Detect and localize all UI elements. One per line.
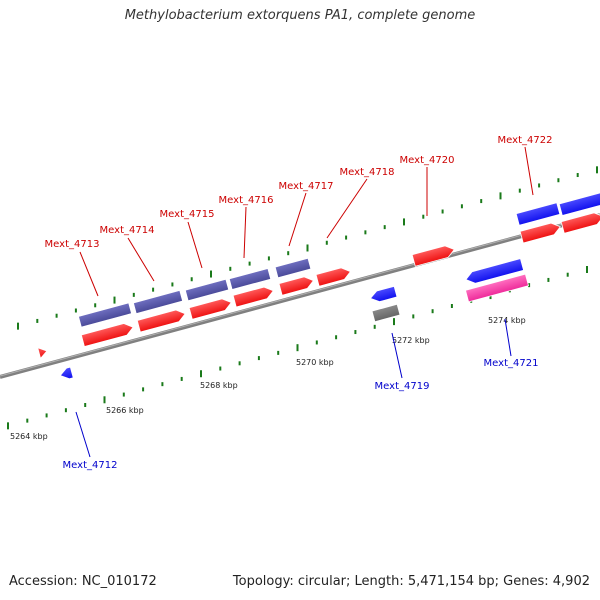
cds-feature-red xyxy=(136,309,186,333)
cds-feature-red-shape xyxy=(560,212,600,234)
gene-label-leader xyxy=(326,178,368,239)
cds-feature-blue xyxy=(515,202,561,226)
cds-feature-blue-shape xyxy=(465,258,525,284)
accession-text: Accession: NC_010172 xyxy=(9,574,157,589)
cds-feature-red xyxy=(519,222,561,244)
cds-feature-red xyxy=(80,323,134,348)
gene-label-mext-4717: Mext_4717 xyxy=(279,181,334,192)
genome-summary-text: Topology: circular; Length: 5,471,154 bp… xyxy=(232,574,590,589)
gene-label-mext-4716: Mext_4716 xyxy=(219,195,274,206)
gene-label-mext-4719: Mext_4719 xyxy=(375,381,430,392)
cds-feature-blue xyxy=(369,285,398,303)
cds-feature-red xyxy=(411,245,455,267)
gene-label-mext-4715: Mext_4715 xyxy=(160,209,215,220)
gene-label-leader xyxy=(79,251,99,297)
scale-label: 5274 kbp xyxy=(488,316,526,325)
cds-feature-red-shape xyxy=(519,222,561,244)
scale-label: 5268 kbp xyxy=(200,381,238,390)
cds-feature-red xyxy=(315,267,352,287)
cds-feature-blue-shape xyxy=(515,202,561,226)
cds-feature-blue xyxy=(558,191,600,217)
cds-feature-red-shape xyxy=(136,309,186,333)
cds-feature-blue-shape xyxy=(369,285,398,303)
cds-feature-red-shape xyxy=(188,298,232,320)
genome-backbone xyxy=(0,213,600,379)
gene-label-leader xyxy=(504,318,512,357)
cds-feature-grey xyxy=(371,303,401,323)
cds-feature-purple xyxy=(274,257,312,279)
cds-feature-red-shape xyxy=(232,286,274,308)
gene-label-leader xyxy=(524,146,534,196)
cds-feature-purple-shape xyxy=(77,302,133,328)
gene-label-mext-4713: Mext_4713 xyxy=(45,239,100,250)
gene-label-leader xyxy=(243,206,247,259)
cds-feature-purple xyxy=(77,302,133,328)
cds-feature-purple-shape xyxy=(228,267,272,291)
genome-title: Methylobacterium extorquens PA1, complet… xyxy=(124,8,476,23)
gene-label-mext-4718: Mext_4718 xyxy=(340,167,395,178)
cds-feature-red-shape xyxy=(80,323,134,348)
cds-feature-blue xyxy=(59,366,74,380)
cds-feature-purple xyxy=(184,278,230,302)
cds-feature-purple-shape xyxy=(184,278,230,302)
cds-feature-red-shape xyxy=(278,276,315,296)
cds-feature-red xyxy=(188,298,232,320)
scale-label: 5264 kbp xyxy=(10,432,48,441)
gene-label-mext-4721: Mext_4721 xyxy=(484,358,539,369)
cds-feature-red xyxy=(560,212,600,234)
cds-feature-pink xyxy=(465,273,529,303)
gene-label-leader xyxy=(288,192,307,247)
gene-label-mext-4714: Mext_4714 xyxy=(100,225,155,236)
scale-label: 5266 kbp xyxy=(106,406,144,415)
cds-feature-blue-shape xyxy=(558,191,600,217)
cds-feature-red-shape xyxy=(411,245,455,267)
gene-label-mext-4720: Mext_4720 xyxy=(400,155,455,166)
cds-feature-pink-shape xyxy=(465,273,529,303)
cds-feature-red xyxy=(278,276,315,296)
cds-feature-red xyxy=(37,347,48,360)
cds-feature-blue-shape xyxy=(59,366,74,380)
gene-label-leader xyxy=(391,332,403,379)
cds-feature-red-shape xyxy=(37,347,48,360)
cds-feature-purple-shape xyxy=(274,257,312,279)
scale-label: 5270 kbp xyxy=(296,358,334,367)
gene-label-leader xyxy=(187,221,203,269)
cds-feature-red-shape xyxy=(315,267,352,287)
genome-backbone-highlight xyxy=(0,213,600,377)
cds-feature-blue xyxy=(465,258,525,284)
cds-feature-purple xyxy=(228,267,272,291)
cds-feature-purple-shape xyxy=(132,289,184,315)
cds-feature-purple xyxy=(132,289,184,315)
scale-label: 5272 kbp xyxy=(392,336,430,345)
gene-label-mext-4712: Mext_4712 xyxy=(63,460,118,471)
cds-feature-red xyxy=(232,286,274,308)
cds-feature-grey-shape xyxy=(371,303,401,323)
gene-label-mext-4722: Mext_4722 xyxy=(498,135,553,146)
gene-label-leader xyxy=(75,411,91,458)
gene-label-leader xyxy=(127,237,155,282)
